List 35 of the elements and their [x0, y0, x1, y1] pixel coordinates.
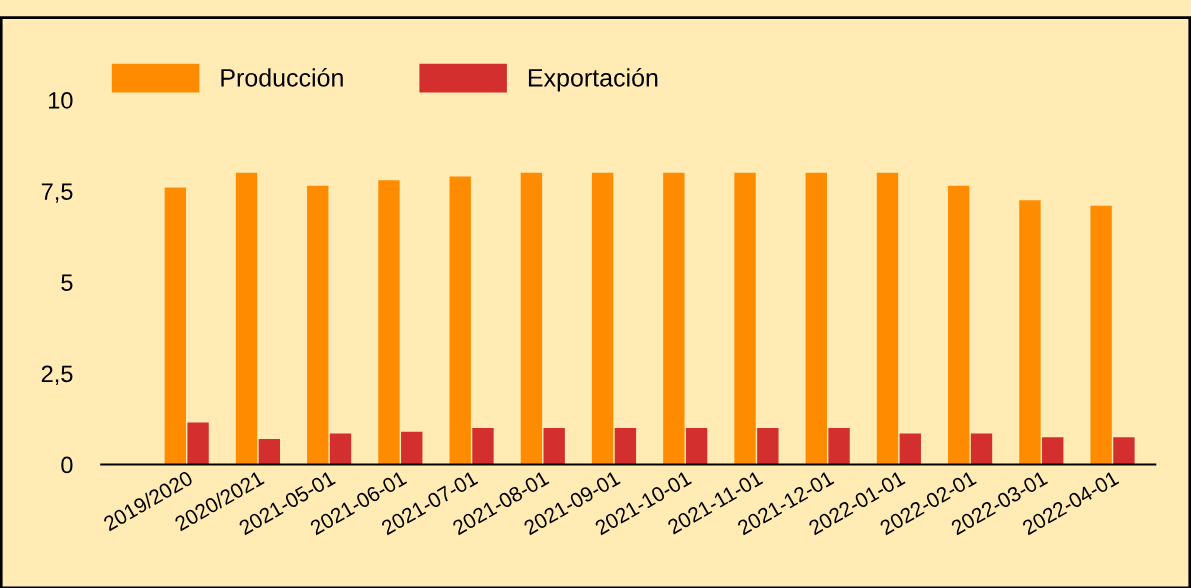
- bar: [757, 428, 779, 465]
- bar: [685, 428, 708, 465]
- bar: [899, 433, 921, 465]
- bar: [543, 428, 565, 465]
- bar: [1113, 437, 1135, 465]
- bar: [449, 176, 471, 465]
- bar: [734, 172, 756, 465]
- bar: [876, 172, 899, 465]
- bar: [828, 428, 850, 465]
- bar: [663, 172, 685, 465]
- bar: [591, 172, 614, 465]
- bar: [970, 433, 993, 465]
- bar: [520, 172, 543, 465]
- bar: [805, 172, 827, 465]
- bar: [1019, 200, 1041, 465]
- bar: [378, 180, 400, 465]
- legend-label: Producción: [221, 68, 343, 87]
- bar: [187, 422, 209, 465]
- bar: [614, 428, 637, 465]
- bar: [307, 185, 329, 465]
- bar: [948, 185, 970, 465]
- bar: [472, 428, 494, 465]
- legend-label: Exportación: [528, 68, 658, 92]
- y-tick-label: 7,5: [41, 183, 73, 203]
- bar: [1042, 437, 1064, 465]
- y-tick-label: 10: [49, 92, 73, 109]
- bar: [235, 172, 258, 465]
- bar: [164, 187, 186, 465]
- bar: [401, 431, 423, 465]
- bar: [329, 433, 352, 465]
- bar: [258, 439, 280, 465]
- y-tick-label: 2,5: [41, 365, 73, 385]
- y-tick-label: 0: [61, 456, 73, 474]
- bar: [1090, 205, 1112, 465]
- y-tick-label: 5: [61, 274, 73, 292]
